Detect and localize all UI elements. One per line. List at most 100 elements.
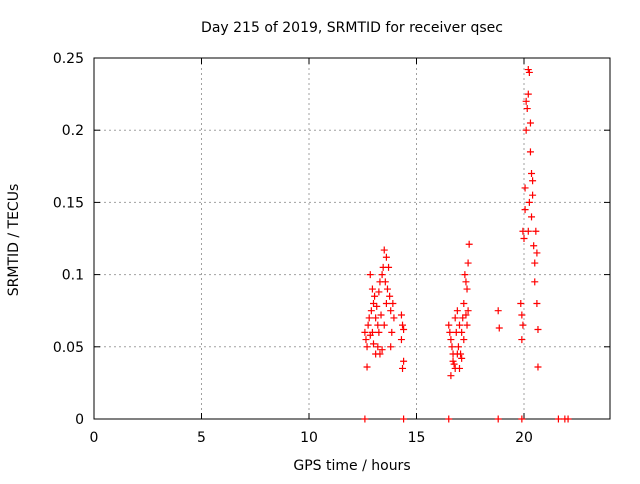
data-point (387, 343, 395, 351)
data-point (400, 415, 408, 423)
data-point (518, 311, 526, 319)
data-point (390, 314, 398, 322)
data-point (519, 321, 527, 329)
data-point (521, 206, 529, 214)
data-point (463, 285, 471, 293)
data-point (521, 184, 529, 192)
data-point (380, 246, 388, 254)
data-point (531, 278, 539, 286)
data-point (460, 299, 468, 307)
data-point (375, 288, 383, 296)
data-point (458, 328, 466, 336)
data-point (374, 321, 382, 329)
data-point (463, 321, 471, 329)
data-point (465, 240, 473, 248)
data-point (528, 170, 536, 178)
data-point (368, 328, 376, 336)
data-point (367, 307, 375, 315)
x-tick-label: 0 (90, 430, 99, 446)
y-tick-label: 0.25 (53, 51, 84, 67)
data-point (382, 253, 390, 261)
data-point (462, 278, 470, 286)
data-point (494, 307, 502, 315)
data-point (399, 364, 407, 372)
data-point (522, 126, 530, 134)
data-point (362, 336, 370, 344)
data-point (464, 259, 472, 267)
data-point (529, 191, 537, 199)
y-tick-label: 0.1 (62, 268, 84, 284)
data-point (448, 343, 456, 351)
data-point (382, 299, 390, 307)
data-point (530, 242, 538, 250)
data-point (446, 328, 454, 336)
chart-title: Day 215 of 2019, SRMTID for receiver qse… (201, 20, 503, 36)
data-point (400, 325, 408, 333)
points-layer (361, 66, 572, 423)
data-point (464, 307, 472, 315)
data-point (460, 336, 468, 344)
data-point (526, 148, 534, 156)
data-point (454, 343, 462, 351)
plot-frame (93, 57, 611, 420)
data-point (363, 343, 371, 351)
data-point (375, 328, 383, 336)
data-point (372, 314, 380, 322)
data-point (462, 311, 470, 319)
y-tick-label: 0.2 (62, 123, 84, 139)
data-point (520, 235, 528, 242)
data-point (377, 311, 385, 319)
data-point (461, 271, 469, 279)
data-point (447, 372, 455, 380)
data-point (533, 299, 541, 307)
data-point (388, 328, 396, 336)
data-point (525, 198, 533, 206)
data-point (529, 177, 537, 185)
data-point (363, 363, 371, 371)
data-point (397, 311, 405, 319)
data-point (494, 415, 502, 423)
data-point (368, 285, 376, 293)
data-point (531, 259, 539, 267)
data-point (451, 364, 459, 372)
data-point (532, 227, 540, 235)
data-point (374, 343, 382, 351)
data-point (554, 415, 562, 423)
ticks-layer: 0 5 10 15 20 0 0.05 0.1 0.15 0.2 0.25 (53, 51, 610, 446)
x-tick-label: 10 (300, 430, 318, 446)
x-tick-label: 15 (408, 430, 426, 446)
data-point (453, 350, 461, 358)
data-point (400, 357, 408, 365)
data-point (373, 302, 381, 310)
y-tick-label: 0.05 (53, 340, 84, 356)
data-point (397, 336, 405, 344)
data-point (495, 324, 503, 332)
data-point (378, 346, 386, 354)
data-point (387, 307, 395, 315)
x-tick-label: 20 (515, 430, 533, 446)
data-point (517, 299, 525, 307)
y-axis-label: SRMTID / TECUs (6, 184, 22, 297)
data-point (523, 105, 531, 113)
data-point (399, 321, 407, 329)
data-point (458, 354, 466, 362)
data-point (518, 415, 526, 423)
data-point (518, 336, 526, 344)
data-point (361, 328, 369, 336)
y-tick-label: 0 (75, 412, 84, 428)
grid-layer (94, 58, 610, 419)
data-point (380, 321, 388, 329)
data-point (522, 97, 530, 105)
x-tick-label: 5 (197, 430, 206, 446)
data-point (381, 278, 389, 286)
data-point (361, 415, 369, 423)
data-point (372, 350, 380, 358)
data-point (386, 292, 394, 300)
data-point (453, 307, 461, 315)
data-point (385, 263, 393, 271)
data-point (378, 271, 386, 279)
data-point (456, 321, 463, 329)
y-tick-label: 0.15 (53, 195, 84, 211)
data-point (366, 271, 374, 279)
